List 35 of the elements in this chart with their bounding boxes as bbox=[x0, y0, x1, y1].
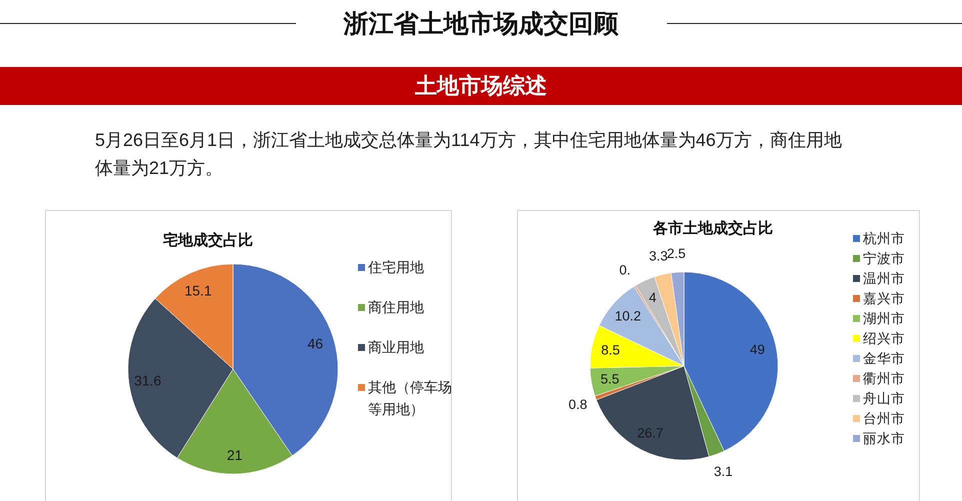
legend-label: 金华市 bbox=[863, 350, 906, 368]
data-label: 3.3 bbox=[649, 248, 668, 264]
legend-label: 嘉兴市 bbox=[863, 290, 906, 308]
legend-label: 衢州市 bbox=[863, 370, 906, 388]
data-label: 31.6 bbox=[134, 372, 162, 389]
data-label: 21 bbox=[226, 447, 243, 464]
text: 浙江省土地市场成交回顾 bbox=[342, 8, 620, 40]
data-label: 5.5 bbox=[600, 371, 620, 386]
legend-label: 商住用地 bbox=[368, 298, 425, 317]
data-label: 10.2 bbox=[614, 308, 641, 324]
data-label: 15.1 bbox=[184, 282, 212, 298]
legend-label: 丽水市 bbox=[863, 430, 906, 448]
data-label: 0.8 bbox=[568, 396, 588, 412]
legend-label: 绍兴市 bbox=[863, 330, 906, 348]
legend-label: 湖州市 bbox=[863, 310, 906, 328]
data-label: 26.7 bbox=[637, 426, 664, 441]
data-label: 4 bbox=[648, 290, 657, 306]
data-label: 49 bbox=[750, 342, 765, 358]
chart-title: 宅地成交占比 bbox=[163, 231, 253, 250]
legend-label: 台州市 bbox=[863, 410, 906, 428]
legend-label: 住宅用地 bbox=[368, 258, 425, 277]
data-label: 0. bbox=[619, 262, 631, 278]
data-label: 8.5 bbox=[601, 342, 620, 358]
chart-title: 各市土地成交占比 bbox=[653, 219, 773, 238]
data-label: 2.5 bbox=[666, 246, 686, 261]
legend-label: 宁波市 bbox=[863, 250, 906, 268]
legend-label: 商业用地 bbox=[368, 338, 425, 357]
legend-label: 温州市 bbox=[863, 270, 906, 288]
data-label: 3.1 bbox=[714, 464, 733, 480]
text: 土地市场综述 bbox=[0, 67, 962, 105]
text: 5月26日至6月1日，浙江省土地成交总体量为114万方，其中住宅用地体量为46万方，商住用地体量为21万方。 bbox=[95, 129, 843, 180]
legend-label: 其他（停车场等用地） bbox=[368, 378, 453, 420]
legend-label: 杭州市 bbox=[863, 230, 906, 248]
data-label: 46 bbox=[307, 336, 324, 352]
legend-label: 舟山市 bbox=[863, 390, 906, 408]
